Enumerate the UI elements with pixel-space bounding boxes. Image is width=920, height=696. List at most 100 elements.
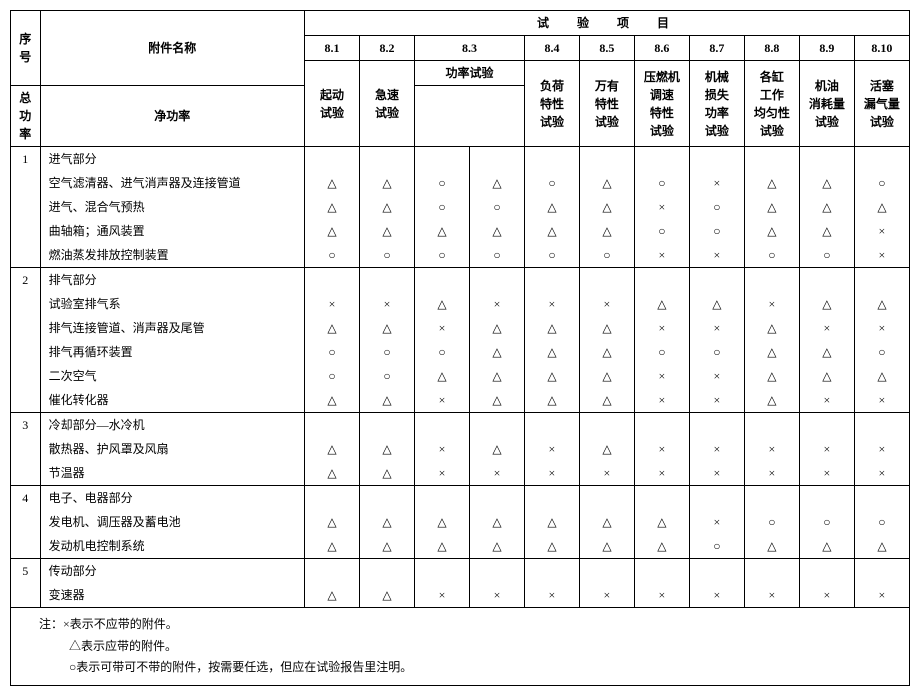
item-name: 曲轴箱；通风装置 <box>40 219 304 243</box>
value-cell: △ <box>360 171 415 195</box>
value-cell: ○ <box>579 243 634 268</box>
value-cell: △ <box>360 388 415 413</box>
value-cell: × <box>524 437 579 461</box>
value-cell: △ <box>360 219 415 243</box>
value-cell: ○ <box>799 510 854 534</box>
cell-empty <box>634 486 689 511</box>
value-cell: × <box>689 388 744 413</box>
value-cell: × <box>414 316 469 340</box>
cell-empty <box>360 486 415 511</box>
value-cell: × <box>634 195 689 219</box>
c3-label: 功率试验 <box>414 61 524 86</box>
cell-empty <box>579 268 634 293</box>
value-cell: △ <box>579 219 634 243</box>
value-cell: △ <box>305 388 360 413</box>
value-cell: △ <box>524 195 579 219</box>
cell-empty <box>634 268 689 293</box>
value-cell: △ <box>469 388 524 413</box>
value-cell: △ <box>414 534 469 559</box>
cell-empty <box>360 413 415 438</box>
value-cell: △ <box>524 340 579 364</box>
cell-empty <box>634 559 689 584</box>
value-cell: × <box>799 437 854 461</box>
item-name: 节温器 <box>40 461 304 486</box>
value-cell: △ <box>305 437 360 461</box>
group-title: 冷却部分—水冷机 <box>40 413 304 438</box>
group-seq: 2 <box>11 268 41 413</box>
group-seq: 3 <box>11 413 41 486</box>
value-cell: △ <box>305 534 360 559</box>
value-cell: ○ <box>799 243 854 268</box>
c8-label: 各缸工作均匀性试验 <box>744 61 799 147</box>
item-name: 变速器 <box>40 583 304 608</box>
group-title: 排气部分 <box>40 268 304 293</box>
value-cell: △ <box>634 292 689 316</box>
value-cell: × <box>854 437 909 461</box>
value-cell: × <box>744 437 799 461</box>
c4-num: 8.4 <box>524 36 579 61</box>
value-cell: △ <box>305 195 360 219</box>
value-cell: △ <box>854 195 909 219</box>
value-cell: △ <box>414 292 469 316</box>
value-cell: △ <box>579 171 634 195</box>
item-name: 燃油蒸发排放控制装置 <box>40 243 304 268</box>
cell-empty <box>579 413 634 438</box>
note-line-3: ○表示可带可不带的附件，按需要任选，但应在试验报告里注明。 <box>39 657 899 679</box>
item-name: 催化转化器 <box>40 388 304 413</box>
value-cell: △ <box>469 534 524 559</box>
value-cell: △ <box>799 340 854 364</box>
value-cell: ○ <box>414 171 469 195</box>
value-cell: △ <box>360 510 415 534</box>
value-cell: ○ <box>305 340 360 364</box>
group-seq: 1 <box>11 147 41 268</box>
value-cell: △ <box>744 316 799 340</box>
value-cell: △ <box>799 364 854 388</box>
value-cell: △ <box>744 219 799 243</box>
value-cell: △ <box>524 388 579 413</box>
cell-empty <box>414 147 469 172</box>
value-cell: ○ <box>360 364 415 388</box>
item-name: 发电机、调压器及蓄电池 <box>40 510 304 534</box>
cell-empty <box>305 147 360 172</box>
col-seq: 序号 <box>11 11 41 86</box>
cell-empty <box>579 147 634 172</box>
value-cell: △ <box>579 195 634 219</box>
value-cell: ○ <box>634 219 689 243</box>
value-cell: △ <box>744 388 799 413</box>
cell-empty <box>524 559 579 584</box>
value-cell: △ <box>854 364 909 388</box>
cell-empty <box>469 559 524 584</box>
cell-empty <box>414 486 469 511</box>
c1-label: 起动试验 <box>305 61 360 147</box>
value-cell: × <box>579 292 634 316</box>
value-cell: △ <box>799 219 854 243</box>
c5-label: 万有特性试验 <box>579 61 634 147</box>
c7-label: 机械损失功率试验 <box>689 61 744 147</box>
cell-empty <box>469 413 524 438</box>
value-cell: ○ <box>360 340 415 364</box>
value-cell: △ <box>744 195 799 219</box>
value-cell: × <box>414 461 469 486</box>
value-cell: ○ <box>524 243 579 268</box>
value-cell: △ <box>360 316 415 340</box>
value-cell: ○ <box>634 171 689 195</box>
note-line-1: 注：×表示不应带的附件。 <box>39 614 899 636</box>
value-cell: △ <box>744 534 799 559</box>
value-cell: △ <box>799 292 854 316</box>
group-title: 电子、电器部分 <box>40 486 304 511</box>
value-cell: × <box>414 583 469 608</box>
value-cell: △ <box>524 534 579 559</box>
value-cell: △ <box>579 388 634 413</box>
c3-sub1: 总功率 <box>11 86 41 147</box>
cell-empty <box>469 268 524 293</box>
value-cell: × <box>689 461 744 486</box>
value-cell: × <box>524 583 579 608</box>
value-cell: ○ <box>689 219 744 243</box>
c2-label: 急速试验 <box>360 61 415 147</box>
value-cell: ○ <box>414 243 469 268</box>
cell-empty <box>634 413 689 438</box>
value-cell: △ <box>634 534 689 559</box>
value-cell: ○ <box>414 195 469 219</box>
value-cell: × <box>689 243 744 268</box>
value-cell: × <box>634 243 689 268</box>
